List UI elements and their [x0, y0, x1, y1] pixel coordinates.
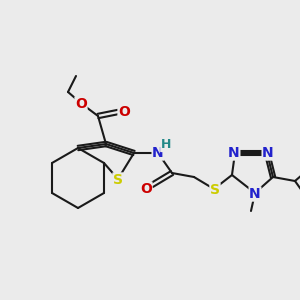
Text: H: H: [161, 139, 171, 152]
Text: S: S: [210, 183, 220, 197]
Text: N: N: [228, 146, 240, 160]
Text: N: N: [262, 146, 274, 160]
Text: S: S: [113, 173, 123, 187]
Text: O: O: [75, 97, 87, 111]
Text: O: O: [118, 105, 130, 119]
Text: N: N: [152, 146, 164, 160]
Text: O: O: [140, 182, 152, 196]
Text: N: N: [249, 187, 261, 201]
